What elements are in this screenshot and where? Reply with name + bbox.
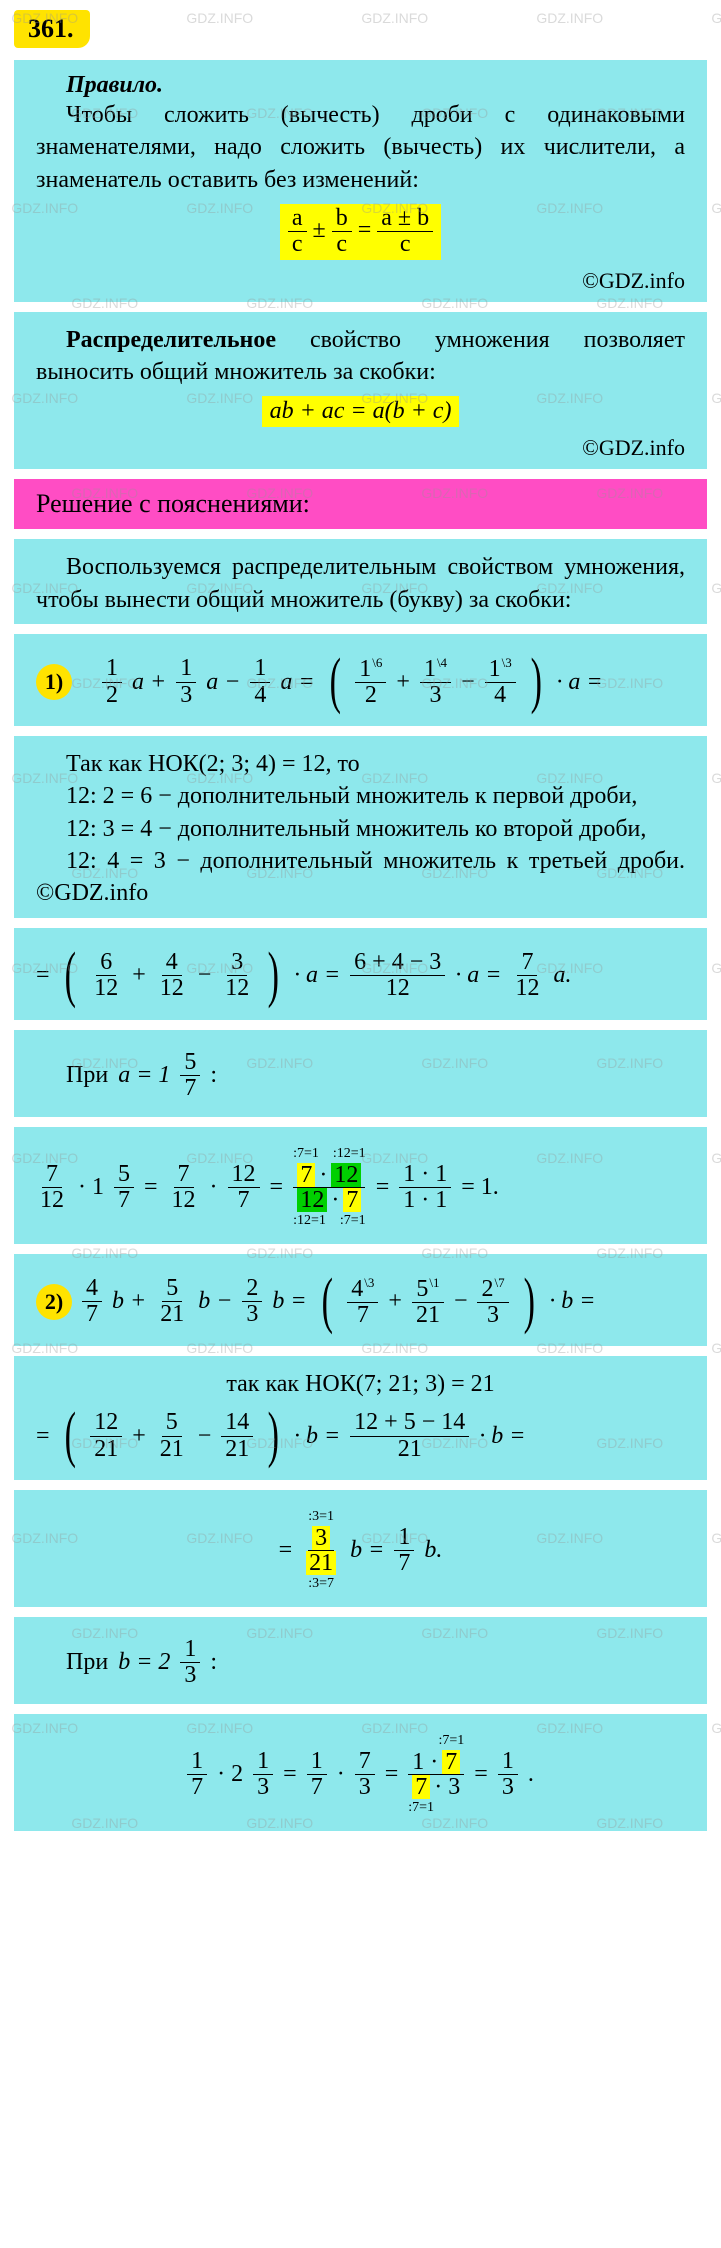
problem-2-line: 2) 47 b + 521 b − 23 b = ( 4\37 + 5\121 … <box>14 1254 707 1346</box>
copyright: ©GDZ.info <box>36 268 685 294</box>
intro-text: Воспользуемся распределительным свойство… <box>36 551 685 616</box>
item-2-badge: 2) <box>36 1284 72 1320</box>
calc-2: 17 · 213 = 17 · 73 = :7=1 1 ·7 7· 3 :7=1… <box>14 1714 707 1831</box>
distributive-text: Распределительное свойство умножения поз… <box>36 324 685 389</box>
rule-formula: ac ± bc = a ± bc <box>36 204 685 259</box>
distributive-formula: ab + ac = a(b + c) <box>36 396 685 427</box>
at-b-value: При b = 213 : <box>14 1617 707 1704</box>
item-1-badge: 1) <box>36 664 72 700</box>
problem-1-continue: = ( 612 + 412 − 312 ) · a = 6 + 4 − 312 … <box>14 928 707 1020</box>
lcm-1-explanation: Так как НОК(2; 3; 4) = 12, то 12: 2 = 6 … <box>14 736 707 918</box>
problem-number-badge: 361. <box>14 10 90 48</box>
rule-box: Правило. Чтобы сложить (вычесть) дроби с… <box>14 60 707 302</box>
at-a-value: При a = 157 : <box>14 1030 707 1117</box>
section-header: Решение с пояснениями: <box>14 479 707 529</box>
calc-1: 712 · 157 = 712 · 127 = :7=1 :12=1 7·12 … <box>14 1127 707 1244</box>
distributive-box: Распределительное свойство умножения поз… <box>14 312 707 470</box>
intro-box: Воспользуемся распределительным свойство… <box>14 539 707 624</box>
copyright: ©GDZ.info <box>36 435 685 461</box>
problem-1-line: 1) 12 a + 13 a − 14 a = ( 1\62 + 1\43 − … <box>14 634 707 726</box>
lcm-2: так как НОК(7; 21; 3) = 21 = ( 1221 + 52… <box>14 1356 707 1480</box>
problem-2-simplify: = :3=1 3 21 :3=7 b = 17 b. <box>14 1490 707 1607</box>
rule-text: Чтобы сложить (вычесть) дроби с одинаков… <box>36 99 685 196</box>
rule-title: Правило. <box>36 72 685 99</box>
